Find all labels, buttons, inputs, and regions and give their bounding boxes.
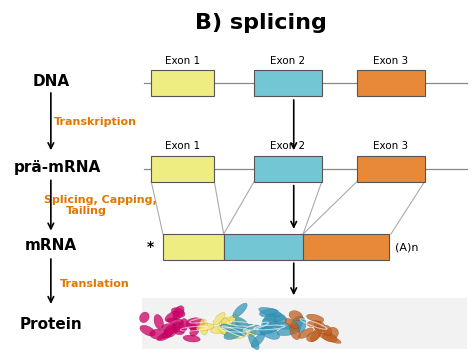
Text: mRNA: mRNA bbox=[25, 238, 77, 253]
Ellipse shape bbox=[323, 334, 337, 342]
Text: Splicing, Capping,: Splicing, Capping, bbox=[44, 195, 156, 205]
Text: Exon 1: Exon 1 bbox=[165, 141, 201, 152]
Ellipse shape bbox=[307, 321, 321, 327]
Ellipse shape bbox=[157, 332, 172, 341]
Ellipse shape bbox=[163, 327, 176, 338]
Ellipse shape bbox=[200, 319, 208, 335]
Ellipse shape bbox=[259, 326, 280, 339]
Ellipse shape bbox=[307, 314, 324, 322]
Text: *: * bbox=[146, 240, 154, 255]
Ellipse shape bbox=[307, 332, 320, 342]
Ellipse shape bbox=[247, 323, 255, 337]
Ellipse shape bbox=[213, 312, 225, 325]
Ellipse shape bbox=[299, 328, 313, 338]
Ellipse shape bbox=[277, 326, 301, 336]
Text: Protein: Protein bbox=[19, 317, 82, 332]
Bar bbox=[163, 234, 224, 261]
Ellipse shape bbox=[263, 318, 273, 333]
Bar bbox=[142, 298, 466, 349]
Ellipse shape bbox=[210, 325, 230, 333]
Bar bbox=[151, 155, 214, 182]
Ellipse shape bbox=[190, 326, 199, 336]
Ellipse shape bbox=[231, 321, 246, 336]
Text: (A)n: (A)n bbox=[395, 242, 418, 252]
Ellipse shape bbox=[162, 323, 182, 333]
Ellipse shape bbox=[224, 328, 243, 339]
Ellipse shape bbox=[221, 324, 238, 333]
Ellipse shape bbox=[251, 333, 264, 348]
Ellipse shape bbox=[165, 311, 180, 322]
Ellipse shape bbox=[171, 308, 185, 317]
Bar bbox=[357, 70, 425, 96]
Ellipse shape bbox=[186, 318, 205, 329]
Ellipse shape bbox=[259, 309, 278, 317]
Ellipse shape bbox=[295, 317, 306, 333]
Ellipse shape bbox=[314, 321, 325, 332]
Ellipse shape bbox=[229, 314, 239, 327]
Ellipse shape bbox=[139, 312, 149, 323]
Bar bbox=[254, 70, 322, 96]
Ellipse shape bbox=[259, 307, 281, 317]
Ellipse shape bbox=[291, 316, 303, 331]
Text: DNA: DNA bbox=[32, 74, 69, 89]
Ellipse shape bbox=[270, 322, 293, 329]
Ellipse shape bbox=[235, 317, 249, 329]
Ellipse shape bbox=[179, 318, 188, 333]
Ellipse shape bbox=[323, 325, 332, 335]
Ellipse shape bbox=[196, 324, 214, 331]
Ellipse shape bbox=[235, 320, 246, 335]
Text: Exon 3: Exon 3 bbox=[373, 141, 408, 152]
Ellipse shape bbox=[140, 325, 155, 336]
Ellipse shape bbox=[261, 324, 281, 334]
Ellipse shape bbox=[285, 318, 299, 328]
Text: B) splicing: B) splicing bbox=[195, 13, 327, 33]
Bar bbox=[254, 155, 322, 182]
Text: Transkription: Transkription bbox=[54, 116, 137, 127]
Ellipse shape bbox=[183, 335, 200, 342]
Ellipse shape bbox=[218, 326, 237, 337]
Ellipse shape bbox=[173, 306, 184, 320]
Ellipse shape bbox=[225, 331, 249, 339]
Ellipse shape bbox=[150, 329, 167, 339]
Text: Exon 3: Exon 3 bbox=[373, 56, 408, 66]
Ellipse shape bbox=[164, 325, 177, 337]
Text: Translation: Translation bbox=[60, 279, 130, 289]
Ellipse shape bbox=[154, 315, 164, 329]
Text: Exon 2: Exon 2 bbox=[270, 141, 305, 152]
Ellipse shape bbox=[167, 318, 184, 325]
Ellipse shape bbox=[248, 334, 259, 350]
Ellipse shape bbox=[290, 324, 300, 340]
Ellipse shape bbox=[318, 333, 341, 343]
Ellipse shape bbox=[266, 315, 285, 321]
Bar bbox=[224, 234, 303, 261]
Bar bbox=[303, 234, 390, 261]
Ellipse shape bbox=[233, 303, 247, 318]
Ellipse shape bbox=[173, 322, 185, 335]
Bar bbox=[151, 70, 214, 96]
Text: Exon 1: Exon 1 bbox=[165, 56, 201, 66]
Ellipse shape bbox=[327, 327, 338, 339]
Ellipse shape bbox=[289, 311, 302, 321]
Ellipse shape bbox=[188, 321, 197, 332]
Text: prä-mRNA: prä-mRNA bbox=[14, 159, 101, 175]
Ellipse shape bbox=[219, 317, 233, 328]
Text: Tailing: Tailing bbox=[65, 206, 106, 216]
Ellipse shape bbox=[269, 312, 287, 324]
Ellipse shape bbox=[246, 324, 266, 335]
Ellipse shape bbox=[315, 326, 332, 337]
Ellipse shape bbox=[221, 318, 230, 331]
Ellipse shape bbox=[220, 327, 240, 335]
Ellipse shape bbox=[310, 327, 322, 342]
Text: Exon 2: Exon 2 bbox=[270, 56, 305, 66]
Ellipse shape bbox=[262, 314, 276, 331]
Bar bbox=[357, 155, 425, 182]
